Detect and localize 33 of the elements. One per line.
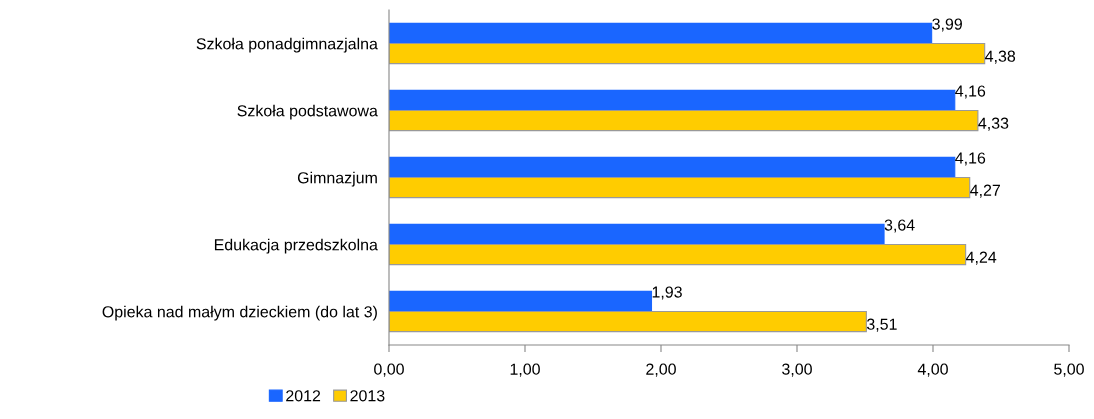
bar — [389, 22, 933, 45]
bar — [389, 89, 956, 112]
data-label: 1,93 — [652, 286, 682, 300]
x-tick-label: 4,00 — [917, 363, 948, 377]
data-label: 4,38 — [985, 50, 1016, 64]
y-tick-label: Gimnazjum — [297, 171, 377, 187]
legend-label: 2012 — [286, 390, 321, 402]
bar — [389, 223, 885, 246]
y-tick-label: Edukacja przedszkolna — [214, 238, 378, 254]
data-label: 4,16 — [955, 85, 986, 99]
data-label: 3,51 — [866, 318, 897, 332]
x-tick-label: 5,00 — [1054, 363, 1084, 377]
bar — [389, 156, 956, 179]
y-tick-label: Opieka nad małym dzieckiem (do lat 3) — [102, 305, 377, 321]
x-tick-label: 0,00 — [374, 363, 404, 377]
data-label: 4,24 — [966, 251, 997, 265]
x-tick-label: 1,00 — [510, 363, 540, 377]
data-label: 4,16 — [955, 152, 986, 166]
data-label: 4,33 — [978, 117, 1009, 131]
data-label: 4,27 — [970, 184, 1000, 198]
x-tick-label: 3,00 — [782, 363, 812, 377]
x-tick-label: 2,00 — [646, 363, 676, 377]
y-tick-label: Szkoła ponadgimnazjalna — [196, 37, 378, 53]
bar — [389, 290, 653, 313]
bar — [389, 109, 979, 132]
bar — [389, 42, 986, 65]
data-label: 3,64 — [884, 219, 915, 233]
y-tick-label: Szkoła podstawowa — [237, 104, 378, 120]
bar — [389, 243, 967, 266]
legend-label: 2013 — [350, 390, 385, 402]
data-label: 3,99 — [932, 18, 962, 32]
bar — [389, 310, 867, 333]
bar — [389, 176, 971, 199]
